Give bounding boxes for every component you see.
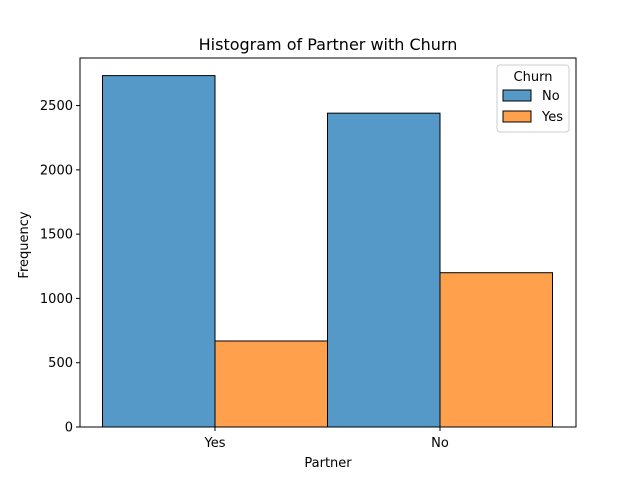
bar-no-churn-yes bbox=[439, 272, 553, 428]
bar-no-churn-no bbox=[327, 112, 441, 428]
y-tick-label: 2000 bbox=[40, 163, 73, 178]
legend-swatch-yes bbox=[502, 110, 532, 123]
y-tick-label: 1000 bbox=[40, 292, 73, 307]
y-tick-label: 1500 bbox=[40, 228, 73, 243]
legend-label-no: No bbox=[542, 89, 560, 104]
legend-label-yes: Yes bbox=[541, 110, 563, 125]
plot-frame bbox=[79, 57, 577, 428]
axes-group: 0 500 1000 1500 2000 2500 Yes No bbox=[40, 57, 577, 451]
bar-yes-churn-no bbox=[102, 75, 216, 428]
bar-yes-churn-yes bbox=[214, 340, 328, 428]
x-tick-label-yes: Yes bbox=[204, 436, 226, 451]
x-tick-label-no: No bbox=[431, 436, 449, 451]
y-tick-label: 0 bbox=[65, 421, 73, 436]
legend-entries: No Yes bbox=[502, 89, 563, 125]
chart-title: Histogram of Partner with Churn bbox=[199, 35, 458, 54]
legend-swatch-no bbox=[502, 89, 532, 102]
y-tick-label: 2500 bbox=[40, 99, 73, 114]
y-axis-label: Frequency bbox=[17, 211, 32, 278]
legend-title: Churn bbox=[514, 70, 553, 85]
legend: Churn No Yes bbox=[496, 64, 570, 133]
bars-group bbox=[102, 75, 553, 428]
y-tick-label: 500 bbox=[48, 356, 73, 371]
x-axis-label: Partner bbox=[304, 456, 352, 471]
